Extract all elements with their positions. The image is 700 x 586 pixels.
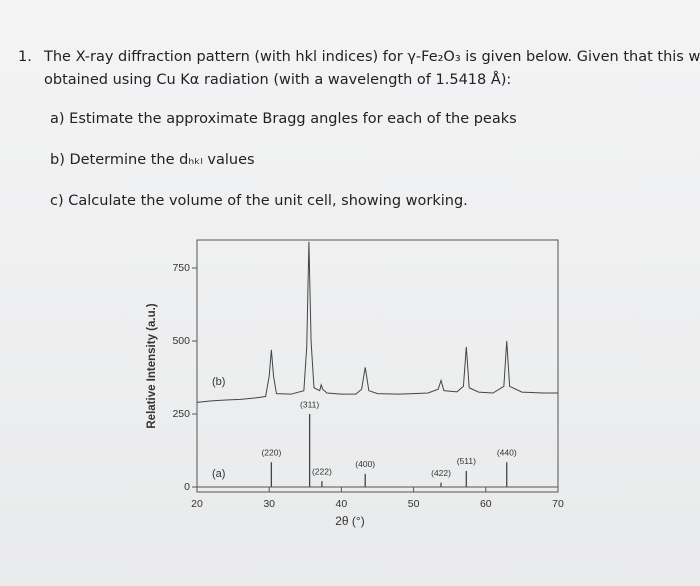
x-tick-label: 20 <box>191 498 203 510</box>
x-tick-label: 60 <box>480 498 492 510</box>
x-tick-label: 30 <box>263 498 275 510</box>
y-tick-label: 250 <box>172 408 190 420</box>
plot-frame <box>196 239 559 493</box>
question-part: b) Determine the dₕₖₗ values <box>50 152 255 168</box>
x-tick-label: 40 <box>336 498 348 510</box>
question-part: c) Calculate the volume of the unit cell… <box>50 193 468 209</box>
question-part: a) Estimate the approximate Bragg angles… <box>50 111 517 127</box>
peak-label: (311) <box>300 399 319 409</box>
peak-label: (422) <box>431 468 451 478</box>
series-label: (b) <box>212 376 225 388</box>
series-label: (a) <box>212 468 225 480</box>
y-tick-label: 750 <box>172 262 190 274</box>
y-tick-label: 0 <box>184 481 190 493</box>
peak-label: (220) <box>261 447 281 457</box>
x-axis-label: 2θ (°) <box>335 514 364 528</box>
peak-label: (511) <box>457 456 476 466</box>
question-line: The X-ray diffraction pattern (with hkl … <box>44 49 700 65</box>
peak-label: (222) <box>312 466 332 476</box>
x-tick-label: 70 <box>552 498 564 510</box>
x-tick-label: 50 <box>408 498 420 510</box>
question-number: 1. <box>18 49 32 65</box>
peak-label: (440) <box>497 447 517 457</box>
y-axis-label: Relative Intensity (a.u.) <box>146 303 158 428</box>
peak-label: (400) <box>355 459 375 469</box>
y-tick-label: 500 <box>172 335 190 347</box>
intensity-curve <box>196 241 558 403</box>
question-line: obtained using Cu Kα radiation (with a w… <box>44 72 512 88</box>
